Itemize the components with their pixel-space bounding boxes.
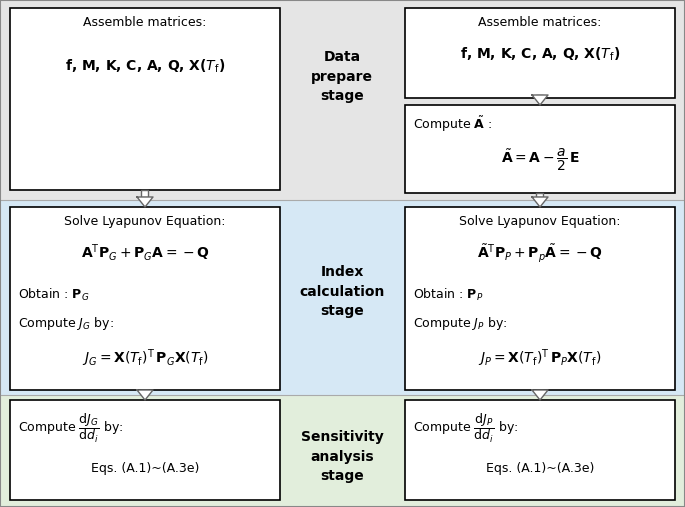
Bar bbox=[142, 190, 149, 197]
Text: $J_P = \mathbf{X}(T_\mathrm{f})^\mathrm{T}\,\mathbf{P}_P\mathbf{X}(T_\mathrm{f}): $J_P = \mathbf{X}(T_\mathrm{f})^\mathrm{… bbox=[478, 347, 601, 369]
Text: $\tilde{\mathbf{A}}^\mathrm{T}\mathbf{P}_P + \mathbf{P}_p\tilde{\mathbf{A}} = -\: $\tilde{\mathbf{A}}^\mathrm{T}\mathbf{P}… bbox=[477, 242, 603, 264]
Bar bbox=[0, 395, 685, 507]
Bar bbox=[10, 400, 280, 500]
Text: $J_G = \mathbf{X}(T_\mathrm{f})^\mathrm{T}\,\mathbf{P}_G\mathbf{X}(T_\mathrm{f}): $J_G = \mathbf{X}(T_\mathrm{f})^\mathrm{… bbox=[82, 347, 208, 369]
Text: Solve Lyapunov Equation:: Solve Lyapunov Equation: bbox=[64, 215, 226, 228]
Polygon shape bbox=[137, 390, 153, 400]
Text: Obtain : $\mathbf{P}_G$: Obtain : $\mathbf{P}_G$ bbox=[18, 287, 90, 303]
Text: Solve Lyapunov Equation:: Solve Lyapunov Equation: bbox=[459, 215, 621, 228]
Text: Compute $J_G$ by:: Compute $J_G$ by: bbox=[18, 315, 114, 332]
Text: Sensitivity
analysis
stage: Sensitivity analysis stage bbox=[301, 430, 384, 483]
Bar bbox=[10, 207, 280, 390]
Bar bbox=[405, 8, 675, 98]
Text: $\mathbf{f}$, $\mathbf{M}$, $\mathbf{K}$, $\mathbf{C}$, $\mathbf{A}$, $\mathbf{Q: $\mathbf{f}$, $\mathbf{M}$, $\mathbf{K}$… bbox=[65, 58, 225, 76]
Text: Compute $\dfrac{\mathrm{d}J_G}{\mathrm{d}d_i}$ by:: Compute $\dfrac{\mathrm{d}J_G}{\mathrm{d… bbox=[18, 412, 123, 445]
Text: Eqs. (A.1)~(A.3e): Eqs. (A.1)~(A.3e) bbox=[91, 462, 199, 475]
Polygon shape bbox=[532, 95, 548, 105]
Polygon shape bbox=[532, 390, 548, 400]
Text: Data
prepare
stage: Data prepare stage bbox=[311, 50, 373, 103]
Bar bbox=[536, 95, 543, 98]
Text: Compute $J_P$ by:: Compute $J_P$ by: bbox=[413, 315, 508, 332]
Text: Index
calculation
stage: Index calculation stage bbox=[299, 265, 385, 318]
Bar bbox=[10, 8, 280, 190]
Text: Assemble matrices:: Assemble matrices: bbox=[478, 16, 601, 29]
Bar bbox=[536, 193, 543, 197]
Text: $\tilde{\mathbf{A}} = \mathbf{A} - \dfrac{a}{2}\,\mathbf{E}$: $\tilde{\mathbf{A}} = \mathbf{A} - \dfra… bbox=[501, 147, 580, 173]
Text: $\mathbf{A}^\mathrm{T}\mathbf{P}_G + \mathbf{P}_G\mathbf{A} = -\mathbf{Q}$: $\mathbf{A}^\mathrm{T}\mathbf{P}_G + \ma… bbox=[81, 242, 210, 263]
Text: $\mathbf{f}$, $\mathbf{M}$, $\mathbf{K}$, $\mathbf{C}$, $\mathbf{A}$, $\mathbf{Q: $\mathbf{f}$, $\mathbf{M}$, $\mathbf{K}$… bbox=[460, 46, 620, 63]
Bar bbox=[0, 0, 685, 200]
Bar bbox=[405, 400, 675, 500]
Polygon shape bbox=[532, 197, 548, 207]
Bar bbox=[405, 105, 675, 193]
Text: Assemble matrices:: Assemble matrices: bbox=[84, 16, 207, 29]
Bar bbox=[405, 207, 675, 390]
Text: Obtain : $\mathbf{P}_P$: Obtain : $\mathbf{P}_P$ bbox=[413, 287, 484, 303]
Text: Eqs. (A.1)~(A.3e): Eqs. (A.1)~(A.3e) bbox=[486, 462, 594, 475]
Text: Compute $\dfrac{\mathrm{d}J_P}{\mathrm{d}d_i}$ by:: Compute $\dfrac{\mathrm{d}J_P}{\mathrm{d… bbox=[413, 412, 519, 445]
Text: Compute $\tilde{\mathbf{A}}$ :: Compute $\tilde{\mathbf{A}}$ : bbox=[413, 115, 493, 134]
Bar bbox=[0, 200, 685, 395]
Polygon shape bbox=[137, 197, 153, 207]
